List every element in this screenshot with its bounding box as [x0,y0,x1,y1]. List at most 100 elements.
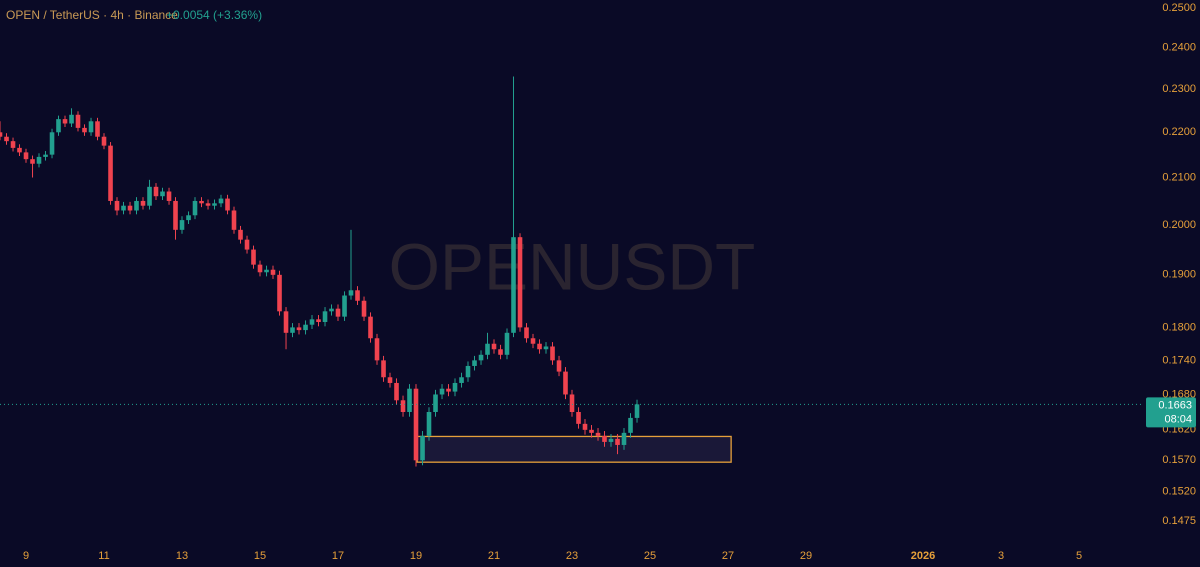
last-price-badge [1146,397,1196,428]
candle-body [43,154,48,157]
candle-body [589,429,594,433]
x-tick-label: 13 [176,550,188,562]
candle-body [173,200,178,230]
x-tick-label: 2026 [911,550,935,562]
candle-body [238,229,243,240]
candle-body [49,132,55,155]
candle-body [36,156,42,164]
y-tick-label: 0.2400 [1162,42,1196,54]
candle-body [0,132,3,137]
y-tick-label: 0.1570 [1162,454,1196,466]
candle-body [452,382,458,392]
candle-body [413,388,419,461]
candle-body [387,377,393,383]
candle-body [537,343,542,350]
y-tick-label: 0.2300 [1162,83,1196,95]
candle-body [75,114,81,128]
candle-body [127,205,133,211]
last-price-label: 0.1663 [1158,399,1192,411]
candle-body [153,186,159,197]
candle-body [465,365,471,378]
x-tick-label: 3 [998,550,1004,562]
candle-body [88,121,94,133]
candle-body [543,346,549,350]
candle-body [179,220,185,230]
candle-body [192,200,198,216]
candle-body [426,411,432,436]
candle-body [394,382,399,401]
candle-body [368,316,373,339]
candle-body [374,338,380,361]
candle-body [69,114,74,124]
candle-body [342,295,347,317]
x-tick-label: 11 [98,550,109,562]
candle-body [433,394,438,412]
candle-body [309,319,315,325]
countdown-label: 08:04 [1164,413,1192,425]
x-tick-label: 27 [722,550,734,562]
candle-body [17,147,22,153]
candle-body [186,215,191,221]
y-tick-label: 0.1800 [1162,321,1196,333]
y-tick-label: 0.1520 [1162,486,1196,498]
candle-body [82,127,87,133]
candle-body [550,346,555,361]
candle-body [582,423,588,430]
candle-body [199,200,204,204]
y-tick-label: 0.1740 [1162,354,1196,366]
candle-body [56,119,61,133]
candle-body [420,435,425,461]
x-tick-label: 5 [1076,550,1082,562]
candle-body [459,377,464,383]
candle-body [498,349,503,355]
candle-body [355,290,360,301]
candle-body [101,136,107,146]
x-tick-label: 9 [23,550,29,562]
candle-body [576,411,581,424]
candle-body [608,438,614,442]
candle-body [491,343,497,350]
candle-body [478,354,484,361]
candle-body [407,388,412,412]
candle-body [283,311,289,333]
y-tick-label: 0.1475 [1162,515,1196,527]
symbol-header: OPEN / TetherUS · 4h · Binance [6,8,178,22]
candle-body [264,269,269,273]
candle-body [160,191,165,197]
price-change: +0.0054 (+3.36%) [166,8,262,22]
y-tick-label: 0.2500 [1162,2,1196,14]
candle-body [563,371,568,395]
candle-body [108,145,113,201]
candle-body [628,417,633,433]
candle-body [504,332,510,355]
candle-body [231,210,237,230]
candle-body [30,159,35,164]
candle-body [511,237,516,333]
candle-body [634,404,640,418]
watermark: OPENUSDT [389,229,756,303]
candle-body [4,136,9,142]
candle-body [10,141,16,148]
candle-body [322,311,328,323]
candle-body [524,327,529,339]
candle-body [225,198,230,211]
candle-body [147,186,152,206]
x-tick-label: 25 [644,550,656,562]
candle-body [205,203,211,206]
candle-body [244,239,250,250]
candle-body [472,360,477,366]
candle-body [140,200,146,206]
candle-body [485,343,490,355]
candle-body [530,338,536,344]
candle-body [446,388,451,392]
candle-body [361,300,367,317]
candle-body [602,435,607,442]
candle-body [316,319,321,323]
candle-body [290,327,295,333]
x-tick-label: 15 [254,550,266,562]
candle-body [400,400,406,412]
candle-body [381,360,386,378]
candle-body [621,432,627,445]
x-tick-label: 23 [566,550,578,562]
